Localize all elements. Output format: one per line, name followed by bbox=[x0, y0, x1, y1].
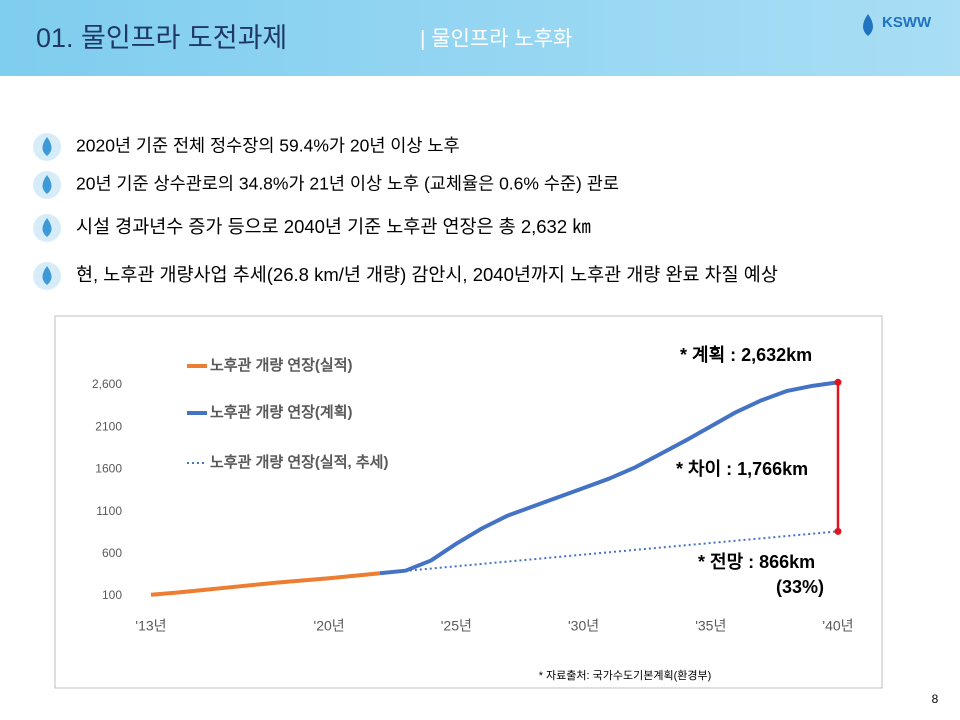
logo-icon bbox=[863, 14, 873, 36]
x-tick-label: '13년 bbox=[135, 618, 166, 634]
bullet-text: 시설 경과년수 증가 등으로 2040년 기준 노후관 연장은 총 2,632 … bbox=[76, 216, 591, 237]
x-tick-label: '40년 bbox=[822, 618, 853, 634]
header-band bbox=[0, 0, 960, 76]
annotation: * 차이 : 1,766km bbox=[676, 459, 808, 479]
annotation: (33%) bbox=[776, 577, 824, 597]
logo: KSWW bbox=[882, 14, 932, 31]
y-tick-label: 1600 bbox=[95, 462, 122, 476]
y-tick-label: 600 bbox=[102, 546, 122, 560]
annotation: * 계획 : 2,632km bbox=[680, 345, 812, 365]
legend-label: 노후관 개량 연장(계획) bbox=[210, 403, 353, 421]
bullet-text: 2020년 기준 전체 정수장의 59.4%가 20년 이상 노후 bbox=[76, 136, 460, 156]
gap-dot bbox=[834, 527, 842, 535]
legend-label: 노후관 개량 연장(실적) bbox=[210, 356, 353, 374]
bullets: 2020년 기준 전체 정수장의 59.4%가 20년 이상 노후 20년 기준 … bbox=[33, 133, 778, 290]
y-tick-label: 2100 bbox=[95, 419, 122, 433]
source-note: * 자료출처: 국가수도기본계획(환경부) bbox=[539, 669, 712, 682]
bullet-text: 20년 기준 상수관로의 34.8%가 21년 이상 노후 (교체율은 0.6%… bbox=[76, 174, 619, 194]
annotation: * 전망 : 866km bbox=[698, 552, 815, 572]
bullet-drop bbox=[42, 266, 52, 285]
bullet-drop bbox=[42, 218, 52, 237]
y-tick-label: 2,600 bbox=[92, 377, 122, 391]
y-tick-label: 1100 bbox=[96, 504, 122, 518]
x-tick-label: '35년 bbox=[695, 618, 726, 634]
gap-dot bbox=[834, 378, 842, 386]
bullet-text: 현, 노후관 개량사업 추세(26.8 km/년 개량) 감안시, 2040년까… bbox=[76, 264, 778, 285]
page-number: 8 bbox=[932, 692, 939, 706]
line-series bbox=[150, 571, 381, 597]
header-title: 01. 물인프라 도전과제 bbox=[36, 23, 287, 53]
line-series bbox=[379, 380, 839, 576]
header-subtitle: | 물인프라 노후화 bbox=[420, 28, 572, 51]
y-tick-label: 100 bbox=[102, 588, 122, 602]
chart-frame bbox=[54, 315, 883, 689]
bullet-drop bbox=[42, 137, 52, 156]
x-tick-label: '30년 bbox=[568, 618, 599, 634]
x-tick-label: '25년 bbox=[441, 618, 472, 634]
bullet-drop bbox=[42, 175, 52, 194]
x-tick-label: '20년 bbox=[314, 618, 345, 634]
legend-label: 노후관 개량 연장(실적, 추세) bbox=[210, 453, 388, 471]
